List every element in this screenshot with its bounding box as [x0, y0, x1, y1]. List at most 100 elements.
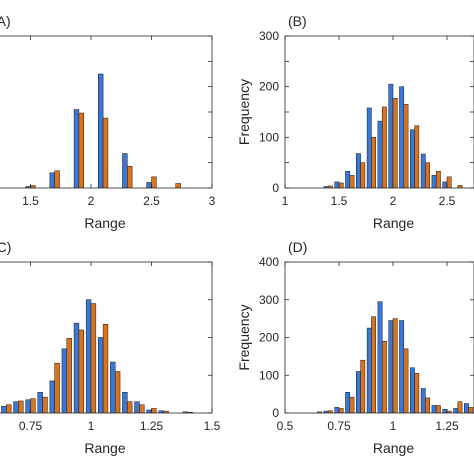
y-tick-label: 0	[272, 406, 279, 420]
bar-series1	[1, 405, 7, 413]
x-axis-label: Range	[373, 215, 414, 231]
bar-series1	[61, 348, 68, 413]
bar-series1	[334, 181, 340, 188]
bar-series2	[371, 316, 376, 413]
bar-series1	[464, 403, 469, 413]
bar-series1	[366, 327, 372, 413]
x-tick-label: 2	[88, 194, 95, 208]
bar-series2	[425, 397, 430, 413]
bar-series1	[334, 407, 340, 413]
bar-series2	[414, 373, 420, 413]
x-tick-label: 0.75	[327, 419, 351, 433]
bar-series2	[392, 98, 398, 188]
bar-series1	[431, 405, 437, 413]
bar-series1	[345, 391, 351, 413]
bar-series2	[403, 348, 409, 413]
bar-series2	[360, 359, 366, 413]
bar-series2	[114, 371, 121, 413]
bar-series2	[127, 401, 133, 413]
x-tick-label: 1.5	[22, 194, 39, 208]
bar-series2	[6, 404, 12, 413]
bar-series2	[392, 318, 398, 413]
bar-series2	[151, 408, 157, 413]
bar-series1	[442, 408, 448, 413]
panel-0: 1.5 2 2.5 3 Range (A)	[0, 13, 216, 231]
y-tick-label: 200	[259, 331, 279, 345]
bar-series1	[98, 73, 104, 188]
bar-series2	[435, 405, 441, 413]
bar-series2	[338, 182, 344, 188]
panel-3: 0.5 0.75 1 1.25 0 100 200 300 400 Range Frequency (…	[236, 239, 474, 456]
bar-series1	[146, 182, 152, 188]
bar-series2	[102, 324, 109, 413]
bar-series1	[410, 129, 415, 188]
bar-series2	[381, 106, 387, 188]
bar-series1	[399, 320, 405, 413]
bar-series1	[49, 380, 55, 413]
y-tick-label: 300	[259, 29, 279, 43]
bar-series1	[85, 299, 92, 413]
bar-series1	[134, 401, 140, 413]
bar-series2	[457, 401, 463, 413]
x-tick-label: 1	[390, 419, 397, 433]
bar-series1	[366, 107, 372, 188]
bar-series2	[381, 341, 387, 413]
bar-series2	[54, 170, 60, 188]
x-tick-label: 3	[209, 194, 216, 208]
bar-series1	[122, 391, 128, 413]
bar-series1	[399, 86, 405, 188]
bar-series2	[414, 125, 420, 188]
bar-series2	[18, 400, 24, 413]
x-axis-label: Range	[84, 215, 125, 231]
bar-series1	[420, 153, 426, 188]
bar-series2	[338, 408, 344, 413]
bar-series2	[66, 338, 72, 413]
bar-series2	[457, 185, 463, 188]
x-axis-label: Range	[84, 440, 125, 456]
bar-series2	[403, 104, 409, 188]
bar-series2	[371, 137, 376, 188]
x-tick-label: 0.5	[277, 419, 294, 433]
x-tick-label: 1.25	[435, 419, 459, 433]
y-tick-label: 100	[259, 130, 279, 144]
plot-area	[25, 73, 181, 188]
bar-series1	[388, 320, 394, 413]
bar-series2	[360, 162, 366, 188]
panel-label: (A)	[0, 13, 11, 29]
bar-series1	[442, 181, 448, 188]
bar-series1	[420, 388, 426, 413]
x-axis-label: Range	[373, 440, 414, 456]
bar-series2	[139, 404, 145, 413]
bar-series2	[54, 362, 60, 413]
panel-label: (C)	[0, 239, 11, 255]
bar-series1	[73, 322, 80, 413]
bar-series1	[377, 301, 383, 413]
x-tick-label: 1.25	[140, 419, 164, 433]
bar-series2	[127, 165, 133, 188]
bar-series2	[175, 183, 181, 188]
bar-series1	[356, 153, 361, 188]
bar-series1	[356, 371, 361, 413]
plot-area	[317, 301, 474, 413]
panel-label: (B)	[288, 13, 307, 29]
x-tick-label: 1.5	[204, 419, 221, 433]
panel-2: 0.75 1 1.25 1.5 Range (C)	[0, 239, 221, 456]
bar-series1	[110, 361, 116, 413]
x-tick-label: 0.75	[19, 419, 43, 433]
y-tick-label: 100	[259, 368, 279, 382]
x-tick-label: 2.5	[439, 194, 456, 208]
bar-series1	[25, 399, 31, 413]
bar-series1	[13, 401, 19, 413]
bar-series1	[98, 337, 104, 413]
plot-area	[1, 299, 193, 413]
plot-area	[323, 83, 463, 188]
bar-series2	[435, 171, 441, 188]
panel-label: (D)	[288, 239, 307, 255]
x-tick-label: 2.5	[143, 194, 160, 208]
bar-series2	[90, 303, 97, 413]
bar-series2	[78, 112, 84, 188]
bar-series1	[146, 409, 152, 413]
y-tick-label: 200	[259, 80, 279, 94]
bar-series2	[425, 162, 430, 188]
